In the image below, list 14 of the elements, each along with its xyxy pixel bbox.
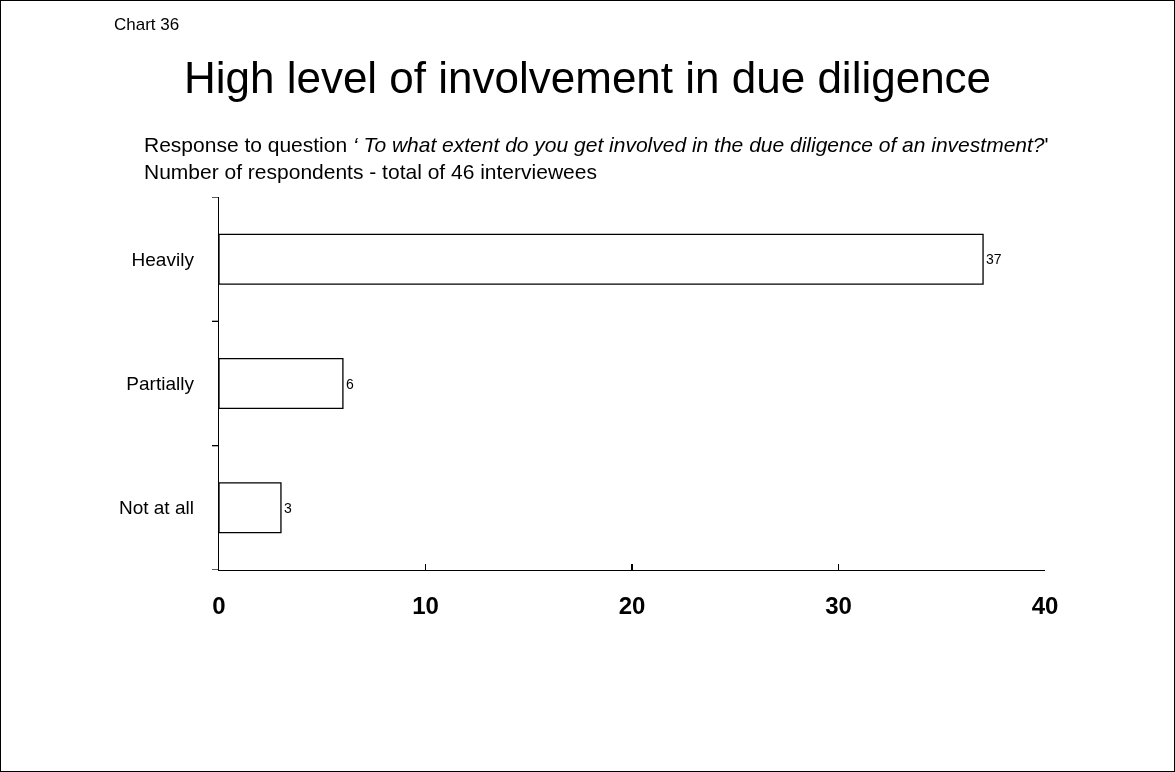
y-tick-label: Heavily [131,248,195,270]
y-tick-label: Not at all [118,497,194,519]
data-label: 6 [345,375,354,392]
x-tick-label: 30 [825,592,852,620]
text: Response to question ‘ To what extent do you get involved in the due diligence of an investment?' Number of respondents - total of 46 interviewees [144,133,1049,184]
y-tick-label: Partially [126,373,195,395]
x-tick-label: 0 [212,592,226,620]
data-label: 37 [986,251,1002,268]
caption: Chart 36 [114,15,180,34]
x-tick-label: 40 [1031,592,1059,620]
x-tick-label: 20 [618,592,646,620]
chart-title: High level of involvement in due diligence [183,53,992,103]
x-tick-label: 10 [412,592,439,620]
data-label: 3 [283,499,292,516]
